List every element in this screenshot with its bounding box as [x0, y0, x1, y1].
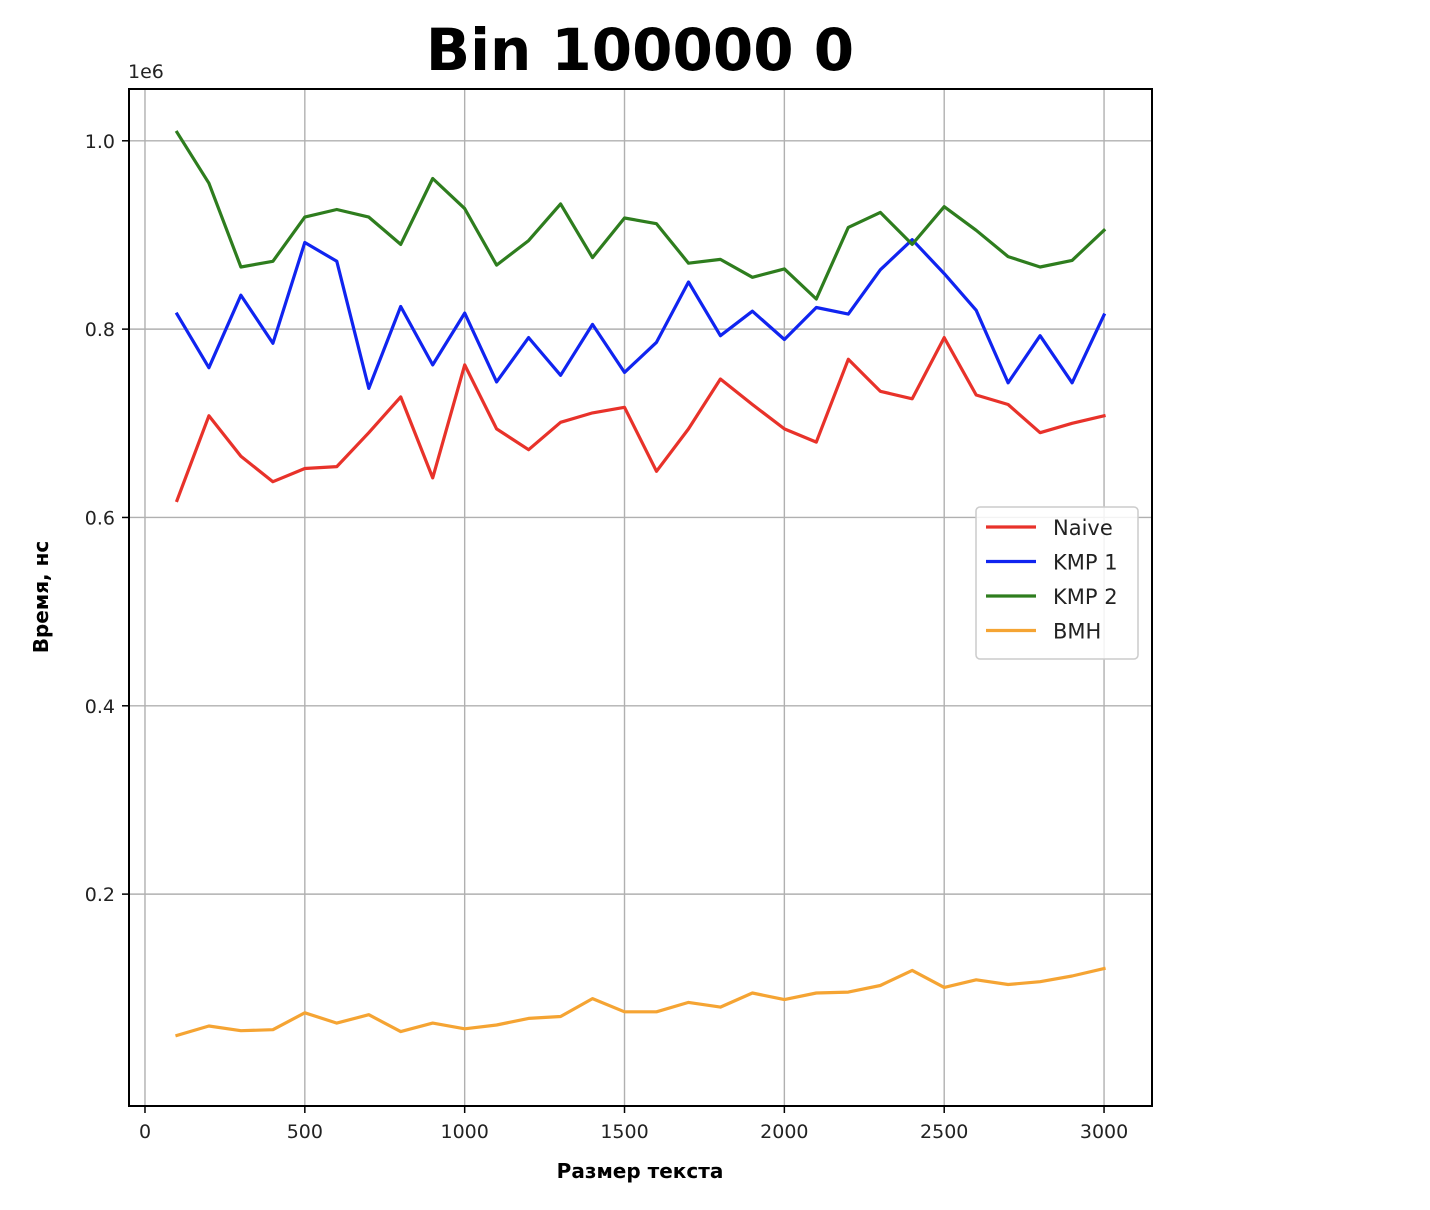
series-line-kmp-1: [174, 238, 1107, 390]
legend-box: [975, 506, 1139, 660]
y-tick-label: 0.2: [85, 884, 115, 906]
x-tick-label: 2500: [920, 1121, 968, 1143]
series-line-naive: [174, 336, 1106, 503]
series-line-bmh: [175, 966, 1106, 1038]
x-tick-label: 500: [287, 1121, 323, 1143]
chart-title: Bin 100000 0: [426, 16, 854, 84]
legend-label: KMP 2: [1053, 585, 1118, 609]
legend-label: BMH: [1053, 620, 1101, 644]
y-tick-label: 1.0: [85, 131, 115, 153]
series-layer: [174, 130, 1107, 1038]
x-tick-label: 3000: [1080, 1121, 1128, 1143]
y-tick-label: 0.8: [85, 319, 115, 341]
legend-label: KMP 1: [1053, 551, 1118, 575]
y-tick-label: 0.4: [85, 696, 115, 718]
x-axis-label: Размер текста: [557, 1159, 724, 1183]
series-line-kmp-2: [174, 130, 1107, 301]
x-tick-label: 1500: [600, 1121, 648, 1143]
x-tick-label: 1000: [440, 1121, 488, 1143]
x-axis: 0 500 1000 1500 2000 2500 3000: [139, 1106, 1128, 1143]
y-axis: 0.2 0.4 0.6 0.8 1.0: [85, 131, 129, 906]
y-offset-label: 1e6: [128, 61, 164, 83]
legend: Naive KMP 1 KMP 2 BMH: [975, 506, 1139, 660]
x-tick-label: 2000: [760, 1121, 808, 1143]
y-axis-label: Время, нс: [29, 541, 53, 654]
legend-label: Naive: [1053, 516, 1113, 540]
x-tick-label: 0: [139, 1121, 151, 1143]
plot-frame: [128, 88, 1153, 1107]
y-tick-label: 0.6: [85, 507, 115, 529]
